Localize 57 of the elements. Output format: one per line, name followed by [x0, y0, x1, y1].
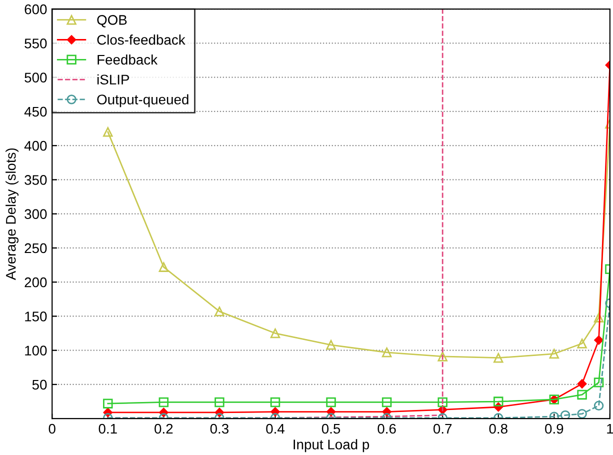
x-tick-label: 0.8 [489, 424, 508, 434]
legend-label: Clos-feedback [97, 34, 186, 45]
point [214, 397, 224, 408]
y-tick-label: 200 [24, 277, 47, 288]
x-tick-label: 0 [48, 424, 56, 434]
point [577, 408, 587, 419]
point [560, 410, 570, 419]
point [382, 397, 392, 408]
y-tick-label: 50 [32, 380, 47, 390]
y-tick-label: 250 [24, 243, 47, 254]
point [549, 348, 560, 359]
x-tick-label: 0.9 [545, 424, 564, 434]
point [438, 397, 448, 408]
point [326, 397, 336, 408]
point [594, 335, 604, 345]
point [577, 390, 587, 400]
point [214, 306, 224, 316]
point [549, 412, 560, 419]
y-tick-label: 400 [24, 140, 47, 151]
legend-label: iSLIP [97, 74, 130, 85]
point [270, 397, 280, 408]
legend-label: Feedback [98, 54, 158, 65]
y-tick-label: 450 [24, 106, 47, 117]
x-tick-label: 0.4 [266, 424, 284, 434]
x-tick-label: 1 [607, 424, 613, 434]
y-tick-label: 150 [25, 312, 47, 322]
point [594, 312, 604, 322]
point [103, 127, 113, 137]
point [594, 400, 604, 410]
x-tick-label: 0.3 [210, 424, 228, 434]
point [270, 328, 280, 338]
point [382, 348, 392, 358]
y-tick-label: 300 [24, 209, 47, 220]
point [577, 379, 587, 388]
x-tick-label: 0.7 [433, 424, 452, 434]
y-tick-label: 550 [24, 38, 47, 48]
point [158, 397, 169, 408]
y-axis-title: Average Delay (slots) [6, 148, 19, 280]
point [494, 396, 504, 406]
y-tick-label: 350 [24, 175, 47, 185]
x-axis-title: Input Load p [294, 439, 370, 452]
y-tick-label: 600 [24, 4, 47, 14]
y-tick-label: 100 [25, 346, 47, 356]
legend-label: Output-queued [97, 94, 188, 108]
point [158, 262, 169, 272]
legend-label: QOB [97, 15, 127, 28]
point [438, 352, 448, 362]
x-tick-label: 0.2 [154, 424, 173, 434]
point [326, 340, 336, 350]
x-tick-label: 0.1 [98, 424, 117, 434]
point [494, 352, 504, 363]
point [103, 398, 113, 408]
x-tick-label: 0.6 [378, 424, 396, 434]
x-tick-label: 0.5 [322, 424, 340, 434]
point [594, 378, 604, 388]
y-tick-label: 500 [24, 72, 47, 83]
point [577, 338, 587, 348]
